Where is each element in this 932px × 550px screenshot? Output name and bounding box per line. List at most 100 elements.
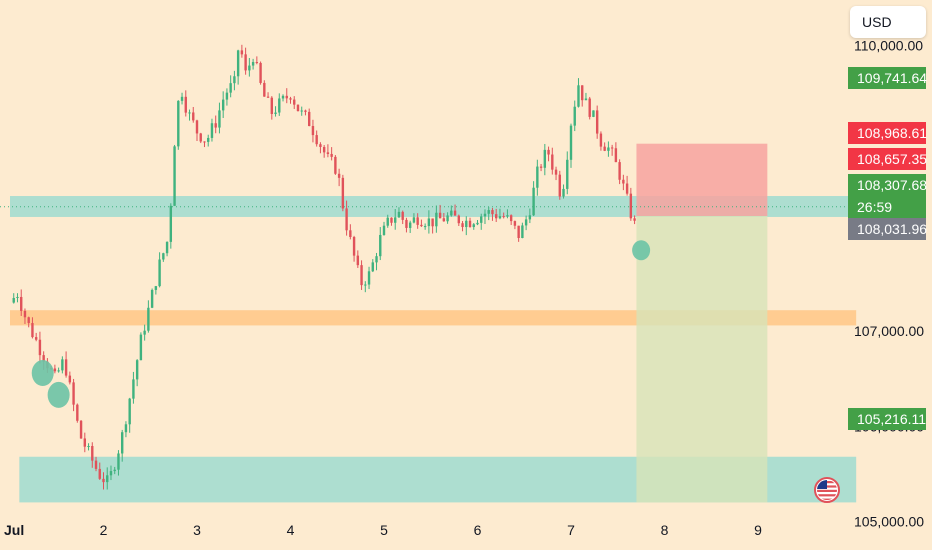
candle-body <box>468 220 472 228</box>
price-tag <box>848 408 926 430</box>
candle-body <box>405 219 408 228</box>
x-tick-label: Jul <box>4 522 24 538</box>
candle-body <box>27 317 30 324</box>
candle-body <box>442 218 446 222</box>
candle-body <box>177 100 180 147</box>
candle-body <box>577 85 580 107</box>
candle-body <box>229 83 232 93</box>
candle-body <box>431 218 434 227</box>
candle-body <box>143 330 146 335</box>
candle-body <box>79 420 83 439</box>
candle-body <box>64 359 68 376</box>
candle-body <box>16 296 19 298</box>
price-tag <box>848 196 926 218</box>
candle-body <box>412 217 416 223</box>
candle-body <box>349 230 352 238</box>
x-tick-label: 4 <box>287 522 295 538</box>
price-tag <box>848 174 926 196</box>
candle-body <box>465 220 468 228</box>
candle-body <box>438 212 442 219</box>
candle-body <box>382 225 386 235</box>
signal-marker <box>47 381 70 408</box>
candle-body <box>453 210 457 216</box>
candle-body <box>371 262 374 272</box>
candle-body <box>603 146 606 151</box>
candle-body <box>352 237 356 256</box>
candle-body <box>293 99 296 105</box>
candle-body <box>539 166 543 168</box>
candle-body <box>304 110 307 112</box>
candle-body <box>240 50 244 55</box>
candle-body <box>427 218 431 227</box>
candle-body <box>416 217 419 225</box>
price-tag-label: 26:59 <box>857 199 892 215</box>
candle-body <box>274 112 277 114</box>
candle-body <box>330 153 333 157</box>
price-tag <box>848 67 926 89</box>
candle-body <box>386 217 389 226</box>
candle-body <box>308 111 311 127</box>
candle-body <box>595 110 599 134</box>
candle-body <box>188 112 191 114</box>
signal-marker <box>632 240 651 261</box>
candle-body <box>423 226 427 228</box>
candle-body <box>517 225 520 239</box>
candle-body <box>225 92 229 100</box>
candle-body <box>588 98 591 117</box>
candle-body <box>569 125 573 160</box>
candle-body <box>83 438 86 447</box>
candle-body <box>498 216 502 219</box>
candle-body <box>364 284 367 286</box>
candle-body <box>184 96 187 113</box>
candle-body <box>524 219 528 226</box>
candle-body <box>408 222 412 228</box>
candle-body <box>461 223 464 228</box>
x-axis: Jul 2 3 4 5 6 7 8 9 <box>4 522 762 538</box>
candle-body <box>472 224 475 228</box>
candle-body <box>121 432 124 454</box>
candle-body <box>165 241 169 254</box>
candle-body <box>72 382 75 405</box>
candle-body <box>61 359 64 371</box>
price-tag-label: 108,031.96 <box>857 221 927 237</box>
candle-body <box>521 225 524 239</box>
candle-body <box>581 85 584 101</box>
candle-body <box>536 166 539 188</box>
candle-body <box>476 222 479 225</box>
candle-body <box>367 271 371 285</box>
signal-marker <box>31 360 54 387</box>
y-tick-label: 107,000.00 <box>854 323 924 339</box>
candle-body <box>207 137 210 142</box>
x-tick-label: 5 <box>380 522 388 538</box>
candle-body <box>214 123 217 128</box>
candle-body <box>236 50 240 77</box>
candle-body <box>109 471 113 476</box>
candle-body <box>42 355 45 362</box>
price-tag <box>848 148 926 170</box>
x-tick-label: 7 <box>567 522 575 538</box>
candle-body <box>218 110 221 128</box>
us-flag-icon[interactable] <box>814 477 840 503</box>
candle-body <box>289 98 292 100</box>
candle-body <box>480 216 483 223</box>
candle-body <box>483 213 487 217</box>
candle-body <box>128 398 131 425</box>
candle-body <box>495 214 498 219</box>
currency-button[interactable]: USD <box>850 6 926 38</box>
candle-body <box>401 211 404 220</box>
candle-body <box>562 188 565 197</box>
candle-body <box>281 95 285 99</box>
price-tag-label: 108,307.68 <box>857 177 927 193</box>
candle-body <box>94 460 98 469</box>
candle-body <box>38 339 42 356</box>
candle-body <box>610 147 614 149</box>
take-profit-zone <box>636 216 768 503</box>
price-tag-label: 105,216.11 <box>857 411 926 427</box>
price-tag-label: 108,657.35 <box>857 151 927 167</box>
candle-body <box>169 205 173 242</box>
candle-body <box>390 217 393 223</box>
candle-body <box>147 307 150 331</box>
